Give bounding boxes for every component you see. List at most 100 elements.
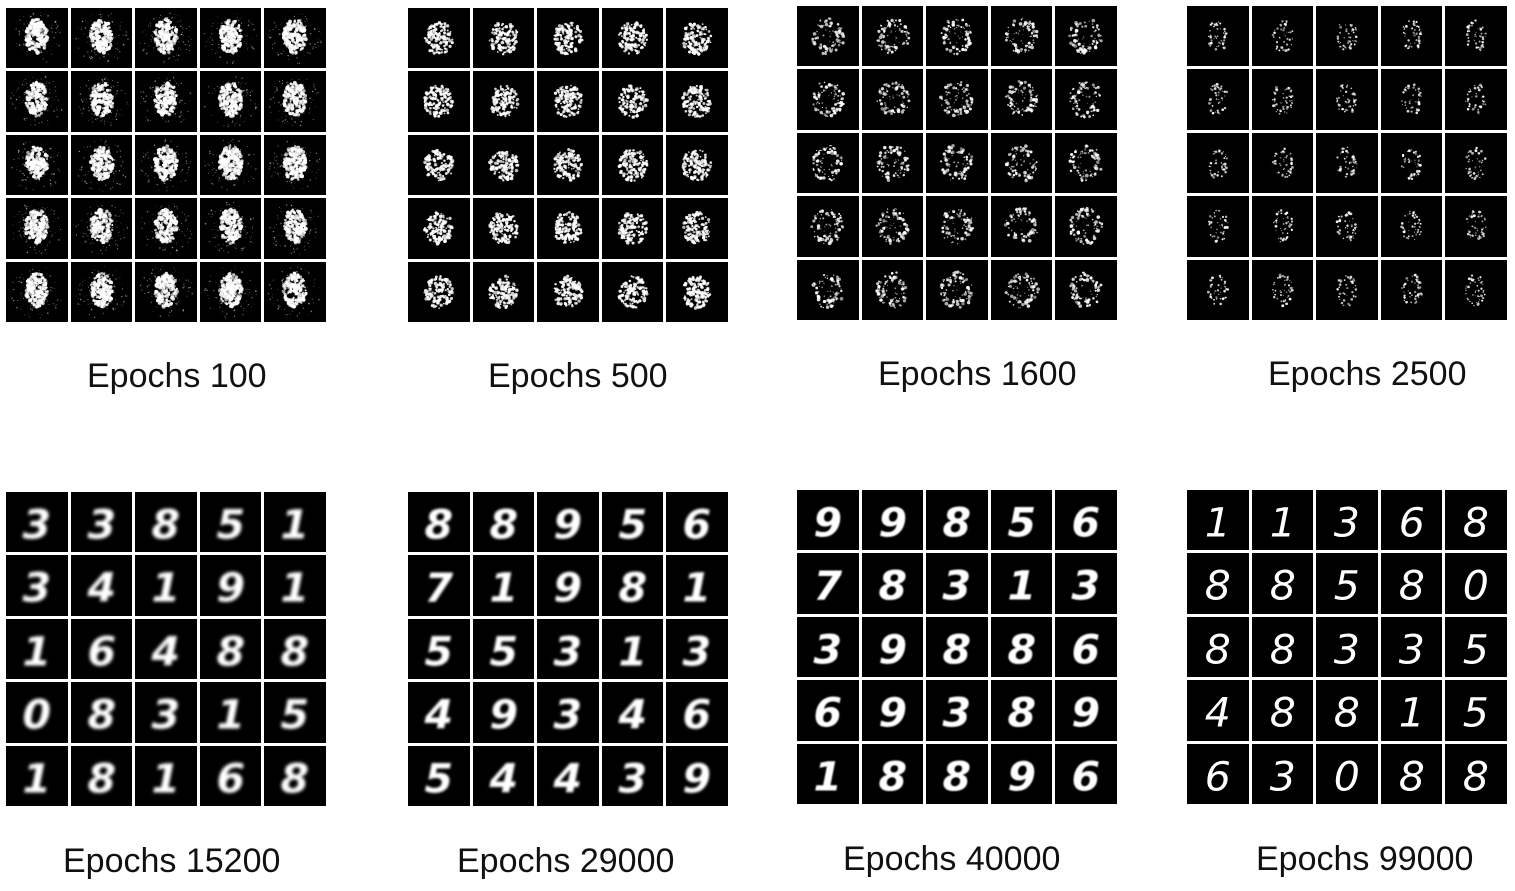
sample-digit: 1 — [281, 501, 310, 549]
sample-image — [6, 8, 68, 69]
sample-image — [472, 261, 535, 322]
sample-image: 8 — [264, 618, 326, 680]
sample-image: 4 — [70, 555, 133, 616]
sample-image: 9 — [537, 555, 599, 616]
sample-digit: 5 — [216, 501, 245, 549]
sample-image: 1 — [1251, 490, 1314, 551]
sample-image: 0 — [6, 682, 68, 743]
sample-digit: 8 — [87, 691, 116, 739]
sample-image — [926, 132, 988, 194]
sample-image: 8 — [1187, 553, 1249, 614]
sample-image: 4 — [537, 745, 599, 806]
sample-image — [1316, 132, 1378, 194]
sample-image: 8 — [70, 745, 133, 806]
caption-epochs-40000: Epochs 40000 — [843, 840, 1061, 878]
sample-image: 8 — [926, 490, 988, 551]
sample-digit: 4 — [488, 754, 518, 802]
sample-image — [861, 6, 924, 67]
sample-digit: 3 — [1334, 625, 1360, 673]
caption-epochs-29000: Epochs 29000 — [457, 842, 675, 880]
sample-image — [1187, 6, 1249, 67]
sample-image — [1055, 69, 1117, 130]
sample-image: 1 — [199, 682, 262, 743]
sample-image — [861, 196, 924, 257]
sample-digit: 1 — [216, 691, 245, 739]
sample-digit: 1 — [1205, 499, 1231, 547]
sample-digit: 8 — [425, 501, 454, 549]
sample-digit: 6 — [1072, 625, 1101, 673]
sample-image — [472, 71, 535, 132]
sample-digit: 5 — [618, 501, 647, 549]
sample-digit: 3 — [1072, 562, 1101, 610]
sample-image — [264, 198, 326, 259]
sample-digit: 8 — [1007, 625, 1036, 673]
sample-image — [797, 259, 859, 320]
sample-image — [601, 261, 664, 322]
sample-image: 3 — [1251, 743, 1314, 804]
sample-image — [135, 134, 197, 196]
sample-image: 1 — [601, 618, 664, 680]
sample-image — [666, 261, 728, 322]
sample-digit: 6 — [1072, 499, 1101, 547]
sample-digit: 9 — [1007, 752, 1036, 800]
sample-image: 1 — [666, 555, 728, 616]
sample-image — [135, 8, 197, 69]
sample-image — [1187, 196, 1249, 257]
sample-image — [666, 134, 728, 196]
sample-image — [1380, 6, 1443, 67]
caption-epochs-15200: Epochs 15200 — [63, 842, 281, 880]
caption-epochs-100: Epochs 100 — [87, 357, 267, 395]
sample-image — [1055, 196, 1117, 257]
sample-image: 1 — [135, 745, 197, 806]
sample-image: 8 — [264, 745, 326, 806]
sample-image: 8 — [1380, 553, 1443, 614]
sample-image — [1251, 132, 1314, 194]
sample-image — [1251, 69, 1314, 130]
sample-digit: 8 — [943, 625, 972, 673]
sample-image — [6, 71, 68, 132]
sample-image: 9 — [666, 745, 728, 806]
sample-image — [1445, 6, 1507, 67]
sample-image — [1316, 259, 1378, 320]
sample-image — [472, 198, 535, 259]
sample-image: 8 — [70, 682, 133, 743]
sample-image: 8 — [199, 618, 262, 680]
sample-digit: 8 — [1334, 689, 1360, 737]
sample-digit: 8 — [943, 499, 972, 547]
sample-digit: 9 — [878, 499, 907, 547]
sample-image: 5 — [199, 492, 262, 553]
sample-image: 8 — [601, 555, 664, 616]
sample-image — [70, 8, 133, 69]
sample-image — [1380, 69, 1443, 130]
sample-image: 6 — [199, 745, 262, 806]
sample-digit: 8 — [1205, 625, 1231, 673]
sample-digit: 8 — [216, 627, 245, 675]
sample-digit: 3 — [814, 625, 843, 673]
sample-grid — [6, 8, 326, 322]
sample-image — [926, 6, 988, 67]
sample-image — [601, 71, 664, 132]
sample-image — [797, 132, 859, 194]
sample-digit: 4 — [86, 564, 116, 612]
sample-image: 3 — [926, 553, 988, 614]
sample-image: 4 — [408, 682, 470, 743]
sample-image: 5 — [1445, 616, 1507, 678]
sample-image: 3 — [537, 682, 599, 743]
sample-image: 8 — [990, 680, 1053, 741]
sample-image — [199, 261, 262, 322]
sample-image — [408, 8, 470, 69]
sample-image: 5 — [408, 618, 470, 680]
caption-epochs-1600: Epochs 1600 — [878, 355, 1077, 393]
sample-digit: 3 — [943, 562, 972, 610]
sample-digit: 8 — [1463, 752, 1489, 800]
sample-digit: 9 — [878, 625, 907, 673]
sample-digit: 0 — [23, 691, 52, 739]
sample-digit: 8 — [1007, 689, 1036, 737]
sample-image: 5 — [1316, 553, 1378, 614]
sample-image: 1 — [6, 745, 68, 806]
sample-image: 5 — [264, 682, 326, 743]
sample-image — [666, 8, 728, 69]
sample-digit: 1 — [23, 754, 52, 802]
